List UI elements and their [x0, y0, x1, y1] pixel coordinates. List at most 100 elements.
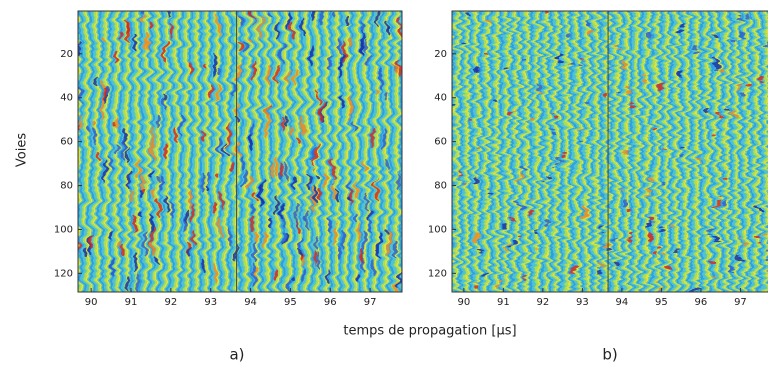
texture-streak [294, 222, 298, 236]
texture-streak [577, 130, 583, 134]
texture-streak [384, 93, 388, 101]
texture-streak [497, 280, 503, 285]
texture-streak [364, 189, 368, 209]
x-tick-label: 92 [537, 297, 550, 308]
texture-streak [756, 238, 762, 242]
texture-streak [473, 66, 479, 73]
texture-streak [369, 220, 373, 236]
texture-streak [291, 176, 295, 189]
texture-streak [118, 241, 122, 249]
texture-streak [580, 56, 586, 61]
texture-streak [317, 188, 321, 199]
texture-streak [487, 18, 493, 24]
texture-streak [217, 66, 221, 75]
texture-streak [733, 40, 739, 43]
texture-streak [650, 218, 656, 222]
texture-streak [314, 253, 319, 270]
texture-streak [394, 62, 398, 74]
texture-streak [587, 31, 593, 34]
texture-streak [681, 145, 687, 148]
texture-streak [248, 36, 252, 43]
texture-streak [757, 206, 763, 213]
texture-streak [155, 198, 159, 219]
texture-streak [660, 181, 666, 185]
texture-streak [332, 11, 336, 18]
texture-streak [373, 257, 377, 276]
x-tick-label: 95 [284, 297, 297, 308]
texture-streak [288, 11, 292, 32]
texture-streak [311, 145, 316, 163]
texture-streak [159, 177, 163, 190]
texture-streak [315, 92, 320, 108]
texture-streak [164, 197, 168, 211]
y-tick-label: 120 [428, 268, 447, 279]
texture-streak [744, 14, 750, 21]
texture-streak [558, 54, 564, 60]
texture-streak [342, 40, 346, 63]
texture-streak [382, 130, 386, 152]
texture-streak [104, 85, 109, 99]
texture-streak [250, 11, 254, 24]
texture-streak [647, 234, 653, 241]
texture-streak [725, 108, 731, 113]
texture-streak [280, 163, 284, 178]
texture-streak [87, 124, 91, 134]
texture-streak [678, 72, 684, 78]
texture-streak [534, 84, 540, 89]
texture-streak [621, 62, 627, 69]
texture-streak [515, 233, 521, 239]
texture-streak [218, 136, 222, 160]
y-tick-label: 100 [428, 224, 447, 235]
texture-streak [201, 259, 205, 273]
texture-streak [352, 119, 356, 132]
texture-streak [152, 186, 156, 198]
x-tick-label: 91 [125, 297, 138, 308]
texture-streak [662, 250, 668, 255]
texture-streak [174, 126, 178, 146]
texture-streak [707, 275, 713, 279]
y-tick-label: 40 [434, 93, 447, 104]
texture-streak [236, 41, 240, 49]
texture-streak [731, 112, 737, 118]
texture-streak [275, 196, 279, 215]
texture-streak [398, 269, 402, 290]
texture-streak [224, 145, 228, 158]
texture-streak [108, 228, 113, 242]
texture-streak [254, 229, 258, 245]
texture-streak [582, 209, 588, 216]
texture-streak [561, 154, 567, 159]
texture-streak [616, 90, 622, 93]
y-tick-label: 120 [54, 268, 73, 279]
texture-streak [580, 139, 586, 143]
texture-streak [338, 37, 342, 54]
texture-streak [154, 113, 158, 131]
texture-streak [306, 170, 311, 191]
texture-streak [320, 103, 324, 123]
texture-streak [603, 249, 609, 253]
texture-streak [715, 34, 721, 41]
texture-streak [645, 30, 651, 38]
texture-streak [127, 169, 131, 187]
texture-streak [615, 260, 621, 266]
texture-streak [460, 40, 466, 44]
texture-streak [398, 25, 402, 39]
texture-streak [143, 186, 147, 195]
texture-streak [149, 169, 153, 180]
texture-streak [281, 117, 286, 132]
texture-streak [114, 145, 118, 152]
texture-streak [564, 34, 570, 38]
texture-streak [275, 154, 279, 178]
texture-streak [141, 11, 145, 17]
texture-streak [628, 104, 634, 109]
texture-streak [520, 274, 526, 278]
texture-streak [456, 171, 462, 177]
texture-streak [141, 173, 145, 190]
texture-streak [228, 228, 232, 248]
texture-streak [734, 255, 740, 262]
texture-streak [323, 170, 327, 190]
texture-base [452, 11, 768, 292]
texture-streak [378, 234, 382, 257]
x-tick-label: 90 [457, 297, 470, 308]
texture-streak [625, 207, 631, 214]
texture-streak [588, 19, 594, 26]
